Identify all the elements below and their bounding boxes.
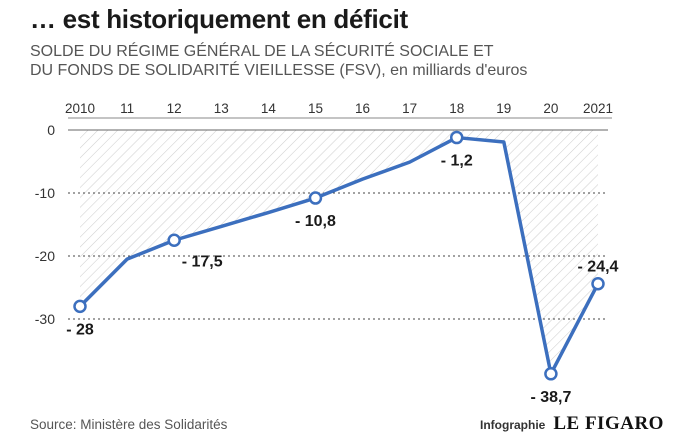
data-label-2018: - 1,2 <box>441 153 473 170</box>
x-tick-label: 20 <box>543 101 558 116</box>
x-tick-label: 2021 <box>583 101 613 116</box>
x-tick-label: 18 <box>449 101 464 116</box>
x-tick-label: 14 <box>261 101 277 116</box>
data-point-2018 <box>449 130 464 145</box>
data-point-2021 <box>591 276 605 291</box>
x-tick-label: 19 <box>496 101 511 116</box>
subtitle-line-2: DU FONDS DE SOLIDARITÉ VIEILLESSE (FSV),… <box>30 62 528 79</box>
x-tick-label: 11 <box>120 101 134 116</box>
data-point-2010 <box>73 299 87 314</box>
data-point-2015 <box>308 191 323 205</box>
x-tick-label: 17 <box>402 101 417 116</box>
y-tick-label: 0 <box>47 122 55 138</box>
x-tick-label: 13 <box>214 101 229 116</box>
credit: Infographie LE FIGARO <box>480 413 664 435</box>
y-tick-label: -20 <box>35 248 55 264</box>
y-tick-label: -30 <box>35 311 55 327</box>
series-line <box>78 135 600 376</box>
brand-logo: LE FIGARO <box>553 413 664 434</box>
data-label-2021: - 24,4 <box>578 259 619 276</box>
x-tick-label: 16 <box>355 101 370 116</box>
source-note: Source: Ministère des Solidarités <box>30 417 228 432</box>
data-label-2020: - 38,7 <box>530 389 571 406</box>
data-label-2015: - 10,8 <box>295 213 336 230</box>
data-point-2020 <box>544 367 558 381</box>
y-tick-label: -10 <box>35 185 55 201</box>
chart-subtitle: SOLDE DU RÉGIME GÉNÉRAL DE LA SÉCURITÉ S… <box>30 42 527 80</box>
credit-label: Infographie <box>480 418 546 432</box>
data-label-2012: - 17,5 <box>182 253 223 270</box>
x-tick-label: 15 <box>308 101 323 116</box>
data-label-2010: - 28 <box>66 321 94 338</box>
chart-title: … est historiquement en déficit <box>30 4 408 34</box>
data-point-2012 <box>167 233 181 247</box>
x-tick-label: 12 <box>167 101 182 116</box>
x-tick-label: 2010 <box>65 101 95 116</box>
subtitle-line-1: SOLDE DU RÉGIME GÉNÉRAL DE LA SÉCURITÉ S… <box>30 43 494 60</box>
hatched-area <box>80 130 598 374</box>
